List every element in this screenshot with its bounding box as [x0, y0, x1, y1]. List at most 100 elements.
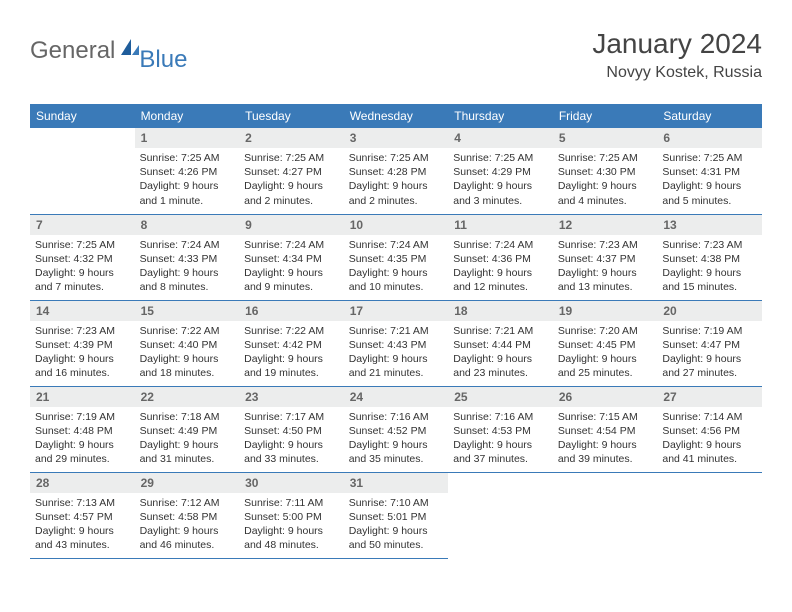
- sunrise-text: Sunrise: 7:24 AM: [349, 238, 444, 252]
- daylight-text: Daylight: 9 hours and 23 minutes.: [453, 352, 548, 380]
- daylight-text: Daylight: 9 hours and 15 minutes.: [662, 266, 757, 294]
- sunset-text: Sunset: 4:44 PM: [453, 338, 548, 352]
- day-number: 5: [553, 128, 658, 148]
- day-number: 27: [657, 387, 762, 407]
- day-number: 25: [448, 387, 553, 407]
- sunset-text: Sunset: 4:56 PM: [662, 424, 757, 438]
- sunset-text: Sunset: 4:33 PM: [140, 252, 235, 266]
- day-details: Sunrise: 7:13 AMSunset: 4:57 PMDaylight:…: [30, 493, 135, 558]
- sunrise-text: Sunrise: 7:22 AM: [244, 324, 339, 338]
- day-details: Sunrise: 7:23 AMSunset: 4:38 PMDaylight:…: [657, 235, 762, 300]
- sunrise-text: Sunrise: 7:19 AM: [662, 324, 757, 338]
- calendar-day-cell: 15Sunrise: 7:22 AMSunset: 4:40 PMDayligh…: [135, 300, 240, 386]
- day-details: Sunrise: 7:11 AMSunset: 5:00 PMDaylight:…: [239, 493, 344, 558]
- sunrise-text: Sunrise: 7:22 AM: [140, 324, 235, 338]
- daylight-text: Daylight: 9 hours and 13 minutes.: [558, 266, 653, 294]
- daylight-text: Daylight: 9 hours and 2 minutes.: [244, 179, 339, 207]
- sunrise-text: Sunrise: 7:14 AM: [662, 410, 757, 424]
- daylight-text: Daylight: 9 hours and 8 minutes.: [140, 266, 235, 294]
- day-details: Sunrise: 7:15 AMSunset: 4:54 PMDaylight:…: [553, 407, 658, 472]
- sunrise-text: Sunrise: 7:13 AM: [35, 496, 130, 510]
- calendar-day-cell: 2Sunrise: 7:25 AMSunset: 4:27 PMDaylight…: [239, 128, 344, 214]
- day-number: 2: [239, 128, 344, 148]
- sunrise-text: Sunrise: 7:19 AM: [35, 410, 130, 424]
- day-number: 26: [553, 387, 658, 407]
- weekday-header: Wednesday: [344, 104, 449, 128]
- sunset-text: Sunset: 4:53 PM: [453, 424, 548, 438]
- day-number: [657, 473, 762, 479]
- sunset-text: Sunset: 4:39 PM: [35, 338, 130, 352]
- calendar-day-cell: 19Sunrise: 7:20 AMSunset: 4:45 PMDayligh…: [553, 300, 658, 386]
- calendar-day-cell: 1Sunrise: 7:25 AMSunset: 4:26 PMDaylight…: [135, 128, 240, 214]
- daylight-text: Daylight: 9 hours and 35 minutes.: [349, 438, 444, 466]
- day-details: Sunrise: 7:23 AMSunset: 4:37 PMDaylight:…: [553, 235, 658, 300]
- sunset-text: Sunset: 4:49 PM: [140, 424, 235, 438]
- sunset-text: Sunset: 4:50 PM: [244, 424, 339, 438]
- sunrise-text: Sunrise: 7:25 AM: [558, 151, 653, 165]
- sunset-text: Sunset: 4:57 PM: [35, 510, 130, 524]
- day-number: 16: [239, 301, 344, 321]
- calendar-day-cell: 12Sunrise: 7:23 AMSunset: 4:37 PMDayligh…: [553, 214, 658, 300]
- day-number: 7: [30, 215, 135, 235]
- calendar-day-cell: 11Sunrise: 7:24 AMSunset: 4:36 PMDayligh…: [448, 214, 553, 300]
- weekday-header: Tuesday: [239, 104, 344, 128]
- calendar-day-cell: 23Sunrise: 7:17 AMSunset: 4:50 PMDayligh…: [239, 386, 344, 472]
- daylight-text: Daylight: 9 hours and 29 minutes.: [35, 438, 130, 466]
- calendar-week-row: 14Sunrise: 7:23 AMSunset: 4:39 PMDayligh…: [30, 300, 762, 386]
- day-number: 14: [30, 301, 135, 321]
- calendar-day-cell: [553, 472, 658, 558]
- day-details: Sunrise: 7:20 AMSunset: 4:45 PMDaylight:…: [553, 321, 658, 386]
- calendar-week-row: 28Sunrise: 7:13 AMSunset: 4:57 PMDayligh…: [30, 472, 762, 558]
- day-details: Sunrise: 7:25 AMSunset: 4:28 PMDaylight:…: [344, 148, 449, 213]
- calendar-day-cell: 9Sunrise: 7:24 AMSunset: 4:34 PMDaylight…: [239, 214, 344, 300]
- calendar-day-cell: 27Sunrise: 7:14 AMSunset: 4:56 PMDayligh…: [657, 386, 762, 472]
- day-details: Sunrise: 7:25 AMSunset: 4:26 PMDaylight:…: [135, 148, 240, 213]
- day-number: [30, 128, 135, 134]
- logo-text-blue: Blue: [139, 46, 187, 74]
- calendar-day-cell: 14Sunrise: 7:23 AMSunset: 4:39 PMDayligh…: [30, 300, 135, 386]
- day-number: 24: [344, 387, 449, 407]
- daylight-text: Daylight: 9 hours and 50 minutes.: [349, 524, 444, 552]
- day-number: 19: [553, 301, 658, 321]
- sunrise-text: Sunrise: 7:25 AM: [35, 238, 130, 252]
- sunrise-text: Sunrise: 7:24 AM: [244, 238, 339, 252]
- sunrise-text: Sunrise: 7:12 AM: [140, 496, 235, 510]
- page-header: January 2024 Novyy Kostek, Russia: [592, 28, 762, 82]
- calendar-day-cell: 29Sunrise: 7:12 AMSunset: 4:58 PMDayligh…: [135, 472, 240, 558]
- weekday-header: Sunday: [30, 104, 135, 128]
- calendar-day-cell: 16Sunrise: 7:22 AMSunset: 4:42 PMDayligh…: [239, 300, 344, 386]
- sunset-text: Sunset: 4:32 PM: [35, 252, 130, 266]
- daylight-text: Daylight: 9 hours and 9 minutes.: [244, 266, 339, 294]
- daylight-text: Daylight: 9 hours and 7 minutes.: [35, 266, 130, 294]
- daylight-text: Daylight: 9 hours and 25 minutes.: [558, 352, 653, 380]
- sunrise-text: Sunrise: 7:20 AM: [558, 324, 653, 338]
- calendar-day-cell: 13Sunrise: 7:23 AMSunset: 4:38 PMDayligh…: [657, 214, 762, 300]
- daylight-text: Daylight: 9 hours and 21 minutes.: [349, 352, 444, 380]
- day-number: 23: [239, 387, 344, 407]
- day-number: 4: [448, 128, 553, 148]
- calendar-day-cell: 21Sunrise: 7:19 AMSunset: 4:48 PMDayligh…: [30, 386, 135, 472]
- sunrise-text: Sunrise: 7:16 AM: [349, 410, 444, 424]
- sunset-text: Sunset: 4:34 PM: [244, 252, 339, 266]
- sunset-text: Sunset: 4:27 PM: [244, 165, 339, 179]
- day-details: Sunrise: 7:24 AMSunset: 4:34 PMDaylight:…: [239, 235, 344, 300]
- calendar-day-cell: 7 Sunrise: 7:25 AMSunset: 4:32 PMDaylight…: [30, 214, 135, 300]
- location-title: Novyy Kostek, Russia: [592, 64, 762, 82]
- sunrise-text: Sunrise: 7:24 AM: [140, 238, 235, 252]
- sunrise-text: Sunrise: 7:21 AM: [453, 324, 548, 338]
- day-details: Sunrise: 7:25 AMSunset: 4:30 PMDaylight:…: [553, 148, 658, 213]
- day-number: 3: [344, 128, 449, 148]
- day-details: Sunrise: 7:22 AMSunset: 4:42 PMDaylight:…: [239, 321, 344, 386]
- calendar-day-cell: 26Sunrise: 7:15 AMSunset: 4:54 PMDayligh…: [553, 386, 658, 472]
- day-details: Sunrise: 7:23 AMSunset: 4:39 PMDaylight:…: [30, 321, 135, 386]
- day-details: Sunrise: 7:25 AMSunset: 4:27 PMDaylight:…: [239, 148, 344, 213]
- day-details: Sunrise: 7:10 AMSunset: 5:01 PMDaylight:…: [344, 493, 449, 558]
- daylight-text: Daylight: 9 hours and 37 minutes.: [453, 438, 548, 466]
- calendar-week-row: 21Sunrise: 7:19 AMSunset: 4:48 PMDayligh…: [30, 386, 762, 472]
- daylight-text: Daylight: 9 hours and 19 minutes.: [244, 352, 339, 380]
- day-number: 11: [448, 215, 553, 235]
- calendar-day-cell: [448, 472, 553, 558]
- calendar-day-cell: 22Sunrise: 7:18 AMSunset: 4:49 PMDayligh…: [135, 386, 240, 472]
- day-details: Sunrise: 7:12 AMSunset: 4:58 PMDaylight:…: [135, 493, 240, 558]
- sunrise-text: Sunrise: 7:23 AM: [662, 238, 757, 252]
